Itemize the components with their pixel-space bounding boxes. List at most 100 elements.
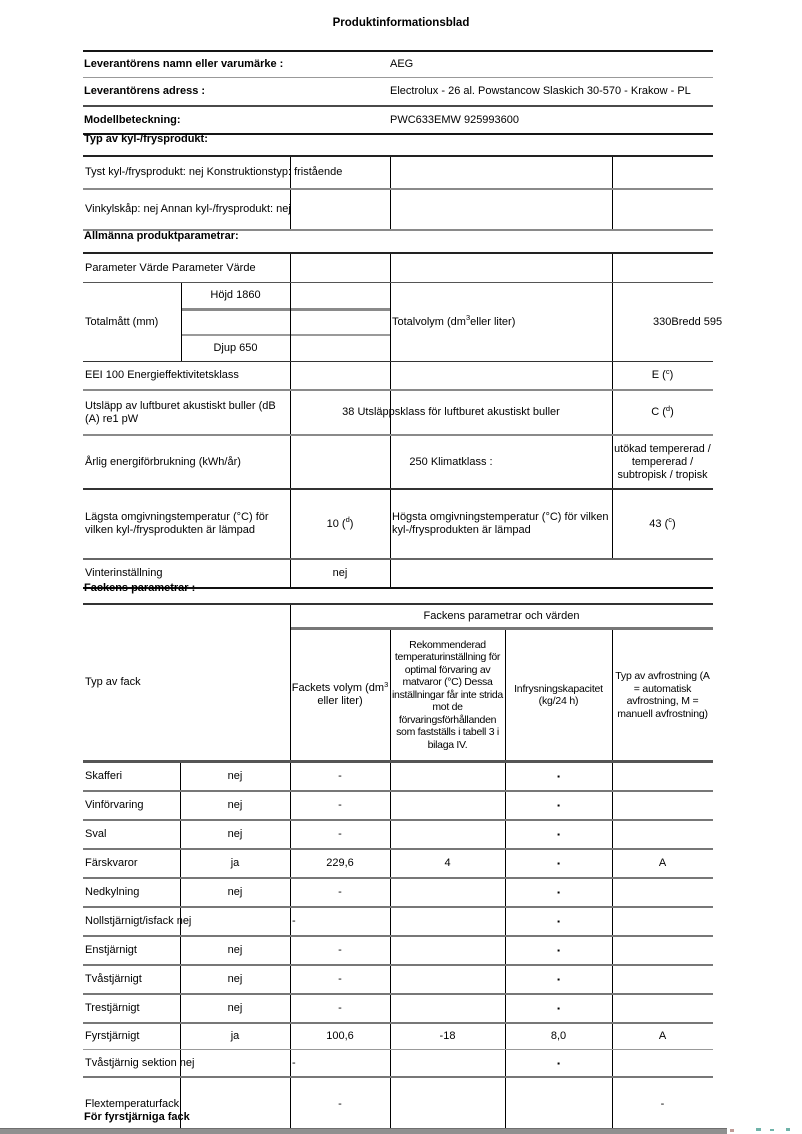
compartment-volume: - bbox=[338, 799, 342, 811]
compartment-present: nej bbox=[227, 973, 243, 985]
compartment-temp: 4 bbox=[444, 857, 451, 869]
ambient-min-post: ) bbox=[349, 517, 354, 530]
table-row: Skafferi nej - ▪ bbox=[83, 763, 713, 792]
table-row: Modellbeteckning: PWC633EMW 925993600 bbox=[83, 107, 713, 135]
bottom-bar-fragment bbox=[756, 1128, 761, 1131]
winter-value: nej bbox=[332, 567, 348, 579]
compartment-volume: - bbox=[338, 770, 342, 782]
col-header-freezing: Infrysningskapacitet (kg/24 h) bbox=[514, 682, 603, 708]
noise-value-sup: d bbox=[665, 403, 671, 413]
table-row: Färskvaror ja 229,6 4 ▪ A bbox=[83, 850, 713, 879]
model-label: Modellbeteckning: bbox=[84, 113, 181, 126]
compartment-temp bbox=[390, 879, 505, 906]
table-row: Vinterinställning nej bbox=[83, 560, 713, 589]
table-row: Sval nej - ▪ bbox=[83, 821, 713, 850]
dimensions-label: Totalmått (mm) bbox=[85, 315, 159, 328]
supplier-table: Leverantörens namn eller varumärke : AEG… bbox=[83, 50, 713, 135]
compartment-capacity: ▪ bbox=[557, 859, 560, 868]
col-volume-pre: Fackets volym (dm bbox=[291, 682, 385, 694]
eei-value-sup: c bbox=[665, 366, 670, 376]
compartment-temp bbox=[390, 792, 505, 819]
ambient-min-label: Lägsta omgivningstemperatur (°C) för vil… bbox=[85, 511, 269, 536]
compartment-present: nej bbox=[227, 944, 243, 956]
compartment-temp bbox=[390, 763, 505, 790]
section-heading-four-star: För fyrstjärniga fack bbox=[84, 1111, 190, 1123]
table-row: Nedkylning nej - ▪ bbox=[83, 879, 713, 908]
compartment-defrost bbox=[612, 763, 713, 790]
compartment-volume: - bbox=[338, 973, 342, 985]
compartment-name: Nedkylning bbox=[85, 886, 140, 898]
volume-label-sup: 3 bbox=[465, 313, 471, 323]
supplier-address-label: Leverantörens adress : bbox=[84, 85, 206, 97]
compartment-capacity: ▪ bbox=[557, 946, 560, 955]
bottom-bar bbox=[0, 1128, 727, 1134]
volume-label-post: eller liter) bbox=[470, 315, 516, 328]
compartment-volume: 229,6 bbox=[326, 857, 354, 869]
compartment-present: ja bbox=[230, 1030, 240, 1042]
compartment-capacity: ▪ bbox=[557, 772, 560, 781]
table-row: Vinkylskåp: nej Annan kyl-/frysprodukt: … bbox=[83, 190, 713, 231]
group-header: Fackens parametrar och värden bbox=[423, 609, 580, 622]
compartment-defrost bbox=[612, 937, 713, 964]
col-header-temp: Rekommenderad temperaturinställning för … bbox=[392, 638, 503, 751]
winter-label: Vinterinställning bbox=[85, 567, 163, 579]
compartment-volume: - bbox=[338, 886, 342, 898]
bottom-bar-fragment bbox=[770, 1129, 774, 1131]
compartment-volume: - bbox=[338, 1098, 342, 1110]
ambient-max-pre: 43 ( bbox=[649, 517, 669, 530]
table-row: Lägsta omgivningstemperatur (°C) för vil… bbox=[83, 490, 713, 560]
compartment-capacity: ▪ bbox=[557, 801, 560, 810]
compartment-volume: - bbox=[292, 1056, 296, 1069]
dimension-height: Höjd 1860 bbox=[210, 289, 261, 301]
table-row: Parameter Värde Parameter Värde bbox=[83, 254, 713, 283]
compartment-name: Vinförvaring bbox=[85, 799, 144, 811]
table-row: Flextemperaturfack - - bbox=[83, 1078, 713, 1134]
table-row: Fyrstjärnigt ja 100,6 -18 8,0 A bbox=[83, 1024, 713, 1050]
ambient-max-label: Högsta omgivningstemperatur (°C) för vil… bbox=[392, 511, 609, 536]
compartment-volume: 100,6 bbox=[326, 1030, 354, 1042]
energy-label: Årlig energiförbrukning (kWh/år) bbox=[85, 455, 241, 468]
table-row: Tvåstjärnig sektion nej - ▪ bbox=[83, 1050, 713, 1078]
compartment-capacity: ▪ bbox=[557, 888, 560, 897]
compartment-name: Färskvaror bbox=[85, 857, 138, 869]
section-heading-product-type: Typ av kyl-/frysprodukt: bbox=[84, 133, 208, 145]
table-row: Årlig energiförbrukning (kWh/år) 250 Kli… bbox=[83, 436, 713, 490]
table-row: Nollstjärnigt/isfack nej - ▪ bbox=[83, 908, 713, 937]
noise-label: Utsläpp av luftburet akustiskt buller (d… bbox=[85, 399, 276, 425]
ambient-max-value: 43 (c) bbox=[612, 490, 713, 558]
table-header-row: Fackens parametrar och värden bbox=[83, 605, 713, 630]
volume-value: 330Bredd 595 bbox=[653, 315, 723, 328]
col-header-volume: Fackets volym (dm3 eller liter) bbox=[290, 630, 390, 760]
col-volume-sup: 3 bbox=[384, 680, 389, 689]
table-row: Totalmått (mm) Höjd 1860 Djup 650 Totalv… bbox=[83, 283, 722, 362]
model-value: PWC633EMW 925993600 bbox=[390, 113, 520, 126]
compartment-name: Fyrstjärnigt bbox=[85, 1030, 140, 1042]
climate-class-value: utökad tempererad / tempererad / subtrop… bbox=[614, 442, 711, 481]
compartment-temp bbox=[390, 966, 505, 993]
noise-value-pre: C ( bbox=[651, 406, 666, 418]
compartment-capacity: ▪ bbox=[557, 1058, 560, 1068]
ambient-max-sup: c bbox=[668, 515, 673, 525]
energy-mid: 250 Klimatklass : bbox=[409, 455, 493, 468]
table-row: Leverantörens namn eller varumärke : AEG bbox=[83, 52, 713, 78]
compartment-temp bbox=[390, 937, 505, 964]
compartment-defrost bbox=[612, 821, 713, 848]
silent-construction-text: Tyst kyl-/frysprodukt: nej Konstruktions… bbox=[85, 166, 343, 178]
supplier-name-label: Leverantörens namn eller varumärke : bbox=[84, 58, 284, 70]
eei-value-pre: E ( bbox=[651, 369, 666, 381]
table-row: Leverantörens adress : Electrolux - 26 a… bbox=[83, 78, 713, 107]
table-row: Vinförvaring nej - ▪ bbox=[83, 792, 713, 821]
compartment-name: Tvåstjärnigt bbox=[85, 973, 142, 985]
compartment-name: Tvåstjärnig sektion nej bbox=[85, 1056, 195, 1069]
bottom-bar-fragment bbox=[730, 1129, 734, 1132]
compartment-volume: - bbox=[338, 828, 342, 840]
compartment-name: Flextemperaturfack bbox=[85, 1098, 180, 1110]
section-heading-general: Allmänna produktparametrar: bbox=[84, 230, 239, 242]
compartment-temp bbox=[390, 995, 505, 1022]
compartment-temp: -18 bbox=[439, 1030, 456, 1042]
ambient-min-sup: d bbox=[345, 515, 350, 525]
col-header-defrost: Typ av avfrostning (A = automatisk avfro… bbox=[615, 670, 710, 720]
wine-other-text: Vinkylskåp: nej Annan kyl-/frysprodukt: … bbox=[85, 203, 291, 215]
compartment-name: Sval bbox=[85, 828, 107, 840]
compartment-present: ja bbox=[230, 857, 240, 869]
